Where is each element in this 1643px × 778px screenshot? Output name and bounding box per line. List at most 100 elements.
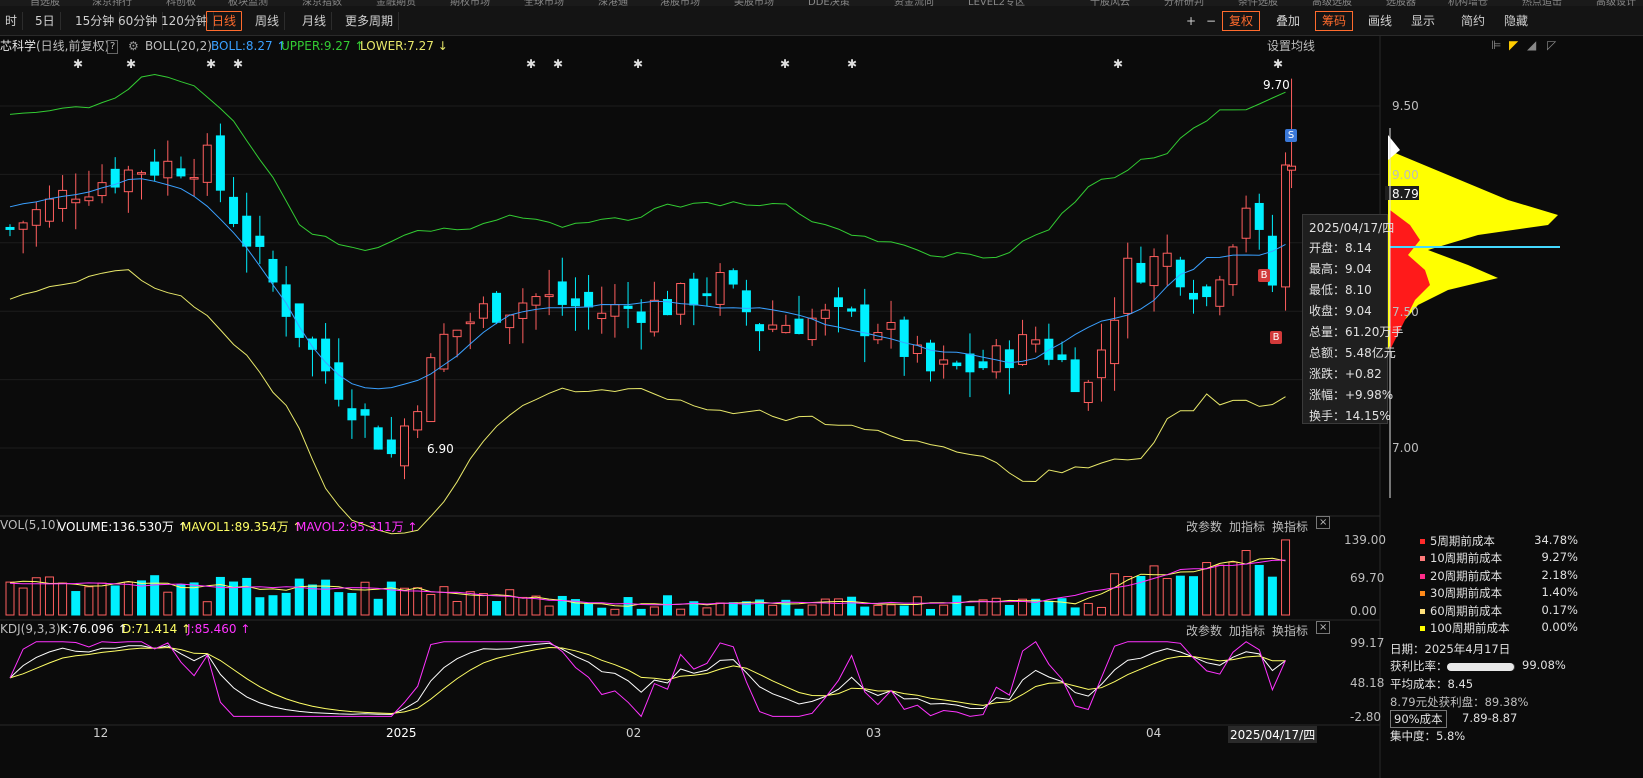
volume-bar	[1136, 575, 1146, 616]
volume-bar	[1004, 604, 1014, 616]
top-nav-item[interactable]: 选股器	[1386, 0, 1416, 6]
candle-body	[386, 439, 396, 455]
chip-mode-icon[interactable]: ⊫	[1491, 38, 1502, 52]
volume-bar	[492, 601, 502, 616]
period-60min[interactable]: 60分钟	[113, 12, 164, 30]
kdj-edit-params[interactable]: 改参数	[1186, 624, 1223, 638]
top-nav-item[interactable]: 深港通	[598, 0, 628, 6]
kdj-change-indicator[interactable]: 换指标	[1272, 624, 1309, 638]
simple-mode-button[interactable]: 简约	[1461, 14, 1486, 28]
volume-bar	[347, 592, 357, 616]
top-nav-item[interactable]: 千股风云	[1090, 0, 1130, 6]
gear-icon[interactable]: ⚙	[128, 39, 139, 53]
top-nav-item[interactable]: 高级选股	[1312, 0, 1352, 6]
candle-body	[215, 135, 225, 191]
volume-bar	[1215, 564, 1225, 616]
period-15min[interactable]: 15分钟	[70, 12, 121, 30]
tooltip-pct: 涨幅：+9.98%	[1309, 388, 1394, 402]
top-nav-item[interactable]: 全球市场	[524, 0, 564, 6]
candle-body	[1057, 354, 1067, 361]
period-5day[interactable]: 5日	[30, 12, 61, 30]
event-star-icon: ✱	[126, 57, 136, 71]
x-axis-label: 03	[866, 726, 882, 740]
candle-body	[833, 297, 843, 308]
buy-signal-icon[interactable]: B	[1270, 331, 1282, 344]
set-ma-dropdown[interactable]: 设置均线	[1267, 39, 1316, 53]
volume-bar	[741, 601, 751, 616]
chip-legend-label: 10周期前成本	[1430, 551, 1503, 565]
volume-bar	[715, 602, 725, 616]
top-nav-item[interactable]: 高级设计	[1596, 0, 1636, 6]
boll-upper-line	[9, 73, 1286, 259]
kdj-axis-label: 99.17	[1350, 636, 1385, 650]
vol-edit-params[interactable]: 改参数	[1186, 520, 1223, 534]
period-daily[interactable]: 日线	[206, 11, 243, 31]
period-weekly[interactable]: 周线	[250, 12, 286, 30]
vol-change-indicator[interactable]: 换指标	[1272, 520, 1309, 534]
sell-signal-icon[interactable]: S	[1285, 129, 1297, 142]
mavol2-line	[9, 559, 1286, 606]
top-nav-item[interactable]: 美股市场	[734, 0, 774, 6]
candle-body	[110, 168, 120, 188]
help-icon[interactable]: ?	[107, 40, 119, 54]
period-120min[interactable]: 120分钟	[156, 12, 214, 30]
top-nav-item[interactable]: 深京排行	[92, 0, 132, 6]
chip-button[interactable]: 筹码	[1315, 11, 1354, 31]
top-nav-item[interactable]: 机构增仓	[1448, 0, 1488, 6]
volume-bar	[636, 608, 646, 616]
volume-bar	[781, 599, 791, 616]
top-nav-item[interactable]: 板块监测	[228, 0, 268, 6]
chip-active-icon[interactable]: ◤	[1509, 38, 1519, 52]
volume-bar	[71, 591, 81, 616]
top-nav-item[interactable]: 深京指数	[302, 0, 342, 6]
period-monthly[interactable]: 月线	[297, 12, 333, 30]
volume-bar	[689, 601, 699, 616]
zoom-in-button[interactable]: +	[1186, 14, 1197, 28]
top-nav-item[interactable]: 科创板	[166, 0, 196, 6]
overlay-dropdown[interactable]: 叠加	[1276, 14, 1301, 28]
top-nav-item[interactable]: 金融期货	[376, 0, 416, 6]
chip-mode-icon[interactable]: ◸	[1547, 38, 1557, 52]
chip-yellow-area	[1388, 150, 1558, 350]
draw-line-button[interactable]: 画线	[1368, 14, 1393, 28]
kdj-k-value: K:76.096 ↑	[60, 622, 128, 636]
period-more-dropdown[interactable]: 更多周期	[340, 12, 400, 30]
price-axis-label: 9.00	[1392, 168, 1419, 182]
adjust-rights-dropdown[interactable]: 复权	[1222, 11, 1261, 31]
period-time-share[interactable]: 时	[0, 12, 24, 30]
top-nav-item[interactable]: 热点追击	[1522, 0, 1562, 6]
candle-body	[768, 324, 778, 330]
kdj-close-icon[interactable]: ×	[1316, 621, 1331, 634]
candle-body	[373, 427, 383, 450]
candle-body	[242, 215, 252, 247]
vol-add-indicator[interactable]: 加指标	[1229, 520, 1266, 534]
chip-mode-icon[interactable]: ◢	[1527, 38, 1537, 52]
top-nav-item[interactable]: 期权市场	[450, 0, 490, 6]
volume-bar	[873, 604, 883, 616]
zoom-out-button[interactable]: −	[1206, 14, 1217, 28]
candle-body	[728, 270, 738, 285]
hide-dropdown[interactable]: 隐藏	[1504, 14, 1529, 28]
vol-close-icon[interactable]: ×	[1316, 516, 1331, 529]
kdj-add-indicator[interactable]: 加指标	[1229, 624, 1266, 638]
candle-body	[478, 303, 488, 319]
display-dropdown[interactable]: 显示	[1411, 14, 1436, 28]
current-price-label: 8.79	[1392, 187, 1419, 201]
top-nav-item[interactable]: 资金流向	[894, 0, 934, 6]
top-nav-item[interactable]: LEVEL2专区	[968, 0, 1025, 6]
top-nav-item[interactable]: 条件选股	[1238, 0, 1278, 6]
top-nav-item[interactable]: 分析研判	[1164, 0, 1204, 6]
low-price-annotation: 6.90	[427, 442, 454, 456]
candle-body	[1123, 257, 1133, 314]
volume-bar	[833, 598, 843, 616]
candle-body	[294, 303, 304, 338]
top-nav-item[interactable]: 港股市场	[660, 0, 700, 6]
top-nav-item[interactable]: 自选股	[30, 0, 60, 6]
top-nav-item[interactable]: DDE决策	[808, 0, 850, 6]
cost-percent-select[interactable]: 90%成本	[1390, 710, 1447, 728]
volume-bar	[886, 604, 896, 616]
buy-signal-icon[interactable]: B	[1258, 269, 1270, 282]
volume-bar	[360, 581, 370, 616]
volume-bar	[649, 606, 659, 616]
volume-bar	[597, 607, 607, 616]
